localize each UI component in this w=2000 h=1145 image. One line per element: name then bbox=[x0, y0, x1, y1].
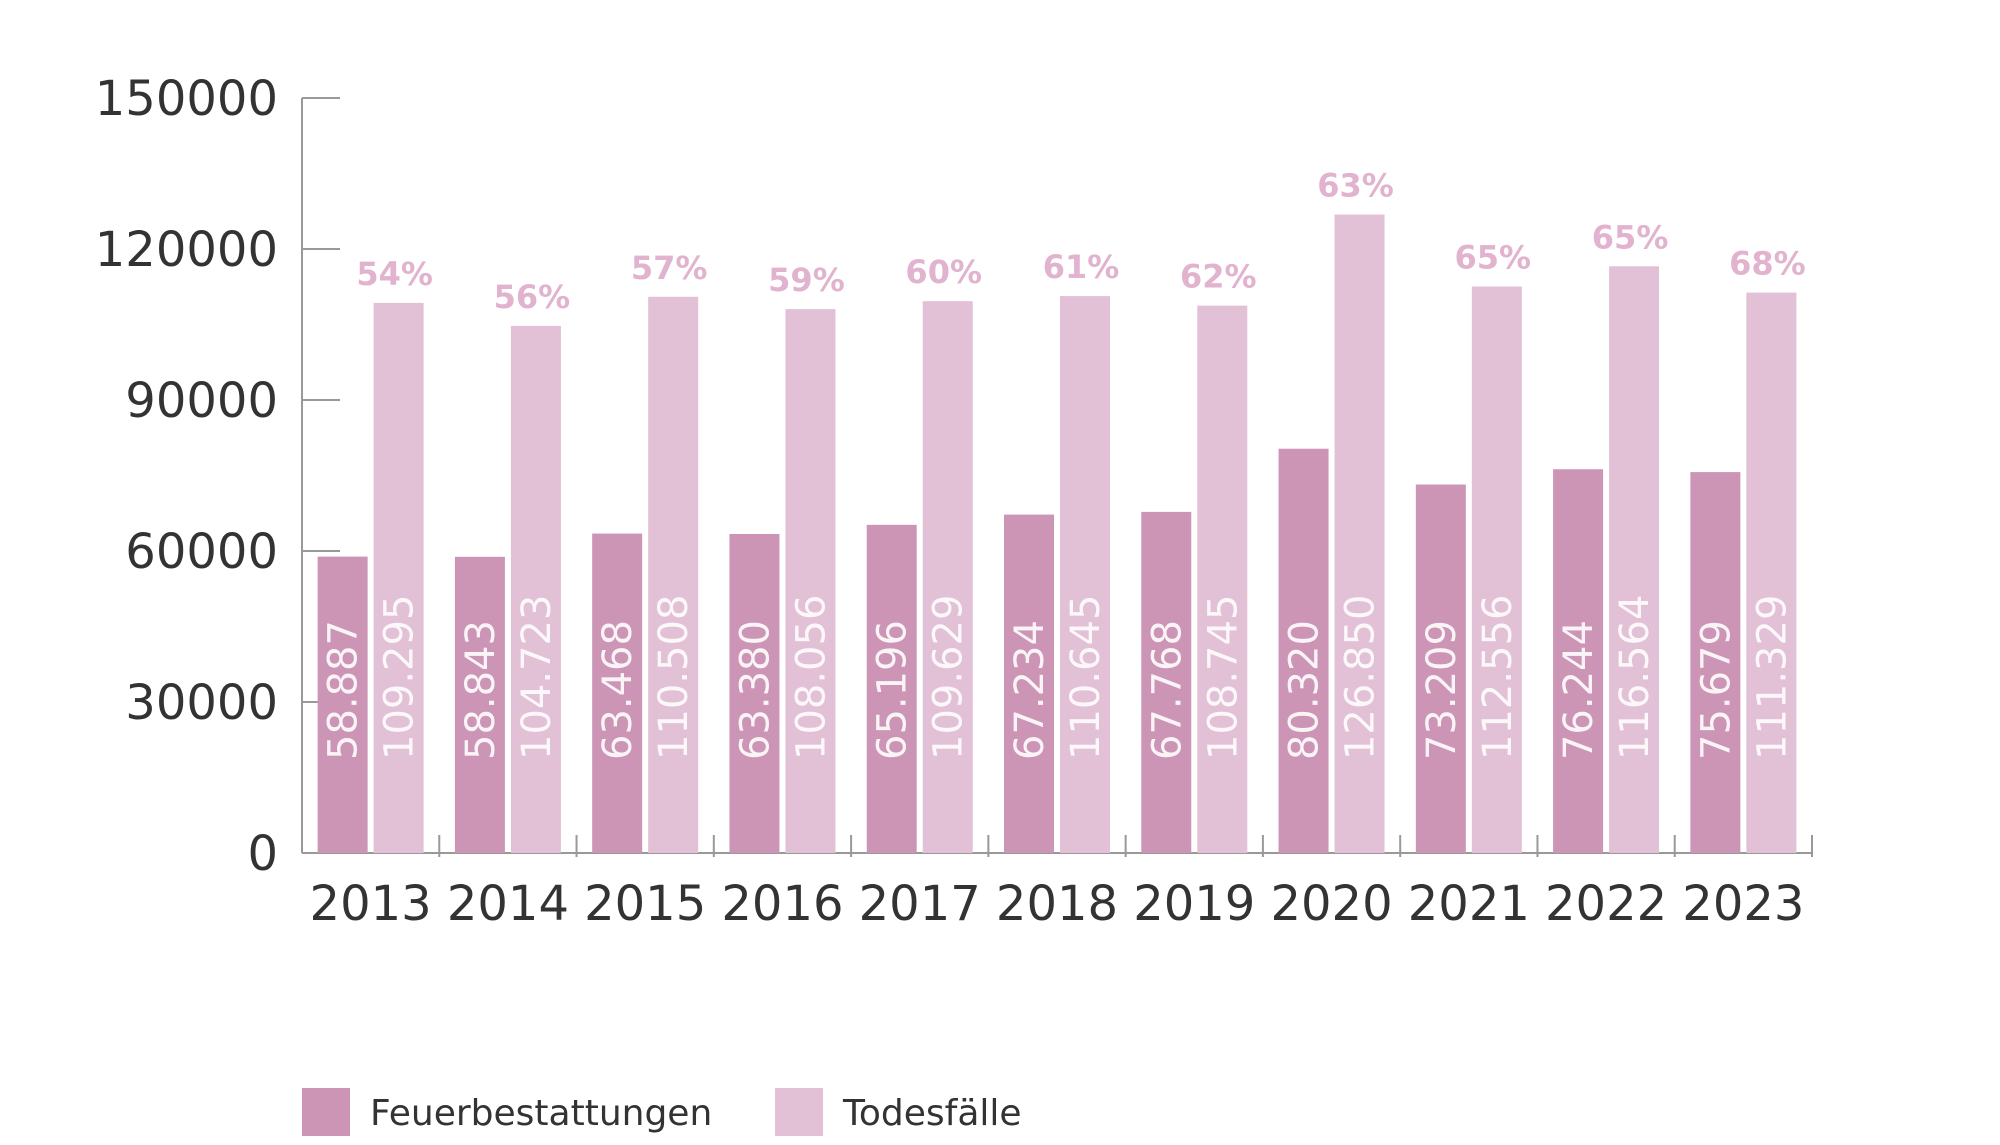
percent-label: 57% bbox=[631, 249, 708, 287]
percent-label: 63% bbox=[1317, 167, 1394, 205]
x-tick-label: 2013 bbox=[310, 876, 432, 932]
category-group-2014: 58.843 104.723 56% bbox=[454, 278, 571, 853]
bar-todesfaelle bbox=[1609, 266, 1660, 853]
percent-label: 61% bbox=[1043, 248, 1120, 286]
bar-value-label: 58.843 bbox=[458, 620, 504, 760]
category-group-2017: 65.196 109.629 60% bbox=[866, 253, 982, 854]
bar-value-label: 111.329 bbox=[1749, 595, 1795, 760]
bar-feuerbestattungen bbox=[866, 524, 917, 853]
bar-value-label: 63.468 bbox=[595, 620, 641, 760]
x-tick-label: 2021 bbox=[1408, 876, 1530, 932]
legend-item-feuerbestattungen: Feuerbestattungen bbox=[302, 1088, 712, 1136]
y-tick-label: 30000 bbox=[125, 675, 278, 731]
bar-todesfaelle bbox=[1471, 286, 1522, 853]
bar-value-label: 67.768 bbox=[1144, 620, 1190, 760]
bar-feuerbestattungen bbox=[1141, 511, 1192, 853]
bar-value-label: 110.508 bbox=[651, 595, 697, 760]
bar-feuerbestattungen bbox=[1690, 472, 1741, 853]
category-group-2020: 80.320 126.850 63% bbox=[1278, 167, 1394, 853]
bar-todesfaelle bbox=[1334, 214, 1385, 853]
category-group-2016: 63.380 108.056 59% bbox=[729, 261, 845, 853]
bar-feuerbestattungen bbox=[454, 556, 505, 853]
category-group-2019: 67.768 108.745 62% bbox=[1141, 258, 1257, 854]
bar-value-label: 104.723 bbox=[514, 595, 560, 760]
category-group-2015: 63.468 110.508 57% bbox=[592, 249, 708, 854]
bar-feuerbestattungen bbox=[1415, 484, 1466, 853]
bar-value-label: 75.679 bbox=[1693, 620, 1739, 760]
percent-label: 62% bbox=[1180, 258, 1257, 296]
percent-label: 54% bbox=[356, 255, 433, 293]
bar-todesfaelle bbox=[510, 325, 561, 853]
bar-feuerbestattungen bbox=[317, 556, 368, 853]
bar-value-label: 110.645 bbox=[1063, 595, 1109, 760]
y-tick-label: 60000 bbox=[125, 524, 278, 580]
x-tick-label: 2017 bbox=[859, 876, 981, 932]
legend-swatch bbox=[302, 1088, 350, 1136]
bar-value-label: 58.887 bbox=[321, 620, 367, 760]
percent-label: 59% bbox=[768, 261, 845, 299]
bar-value-label: 63.380 bbox=[732, 620, 778, 760]
bar-value-label: 76.244 bbox=[1556, 620, 1602, 760]
x-tick-label: 2022 bbox=[1545, 876, 1667, 932]
bar-value-label: 73.209 bbox=[1419, 620, 1465, 760]
x-axis: 2013 2014 2015 2016 2017 2018 2019 2020 2021 2022… bbox=[302, 835, 1813, 932]
category-group-2021: 73.209 112.556 65% bbox=[1415, 238, 1532, 853]
bar-value-label: 108.056 bbox=[788, 595, 834, 760]
bar-todesfaelle bbox=[1197, 305, 1248, 854]
x-tick-label: 2014 bbox=[447, 876, 569, 932]
legend-label: Todesfälle bbox=[842, 1093, 1022, 1134]
bar-todesfaelle bbox=[1060, 296, 1110, 854]
bar-feuerbestattungen bbox=[1553, 469, 1604, 853]
category-group-2023: 75.679 111.329 68% bbox=[1690, 245, 1806, 853]
bar-value-label: 80.320 bbox=[1282, 620, 1328, 760]
bar-todesfaelle bbox=[648, 296, 699, 854]
legend-item-todesfaelle: Todesfälle bbox=[775, 1088, 1022, 1136]
bar-value-label: 126.850 bbox=[1338, 595, 1384, 760]
percent-label: 65% bbox=[1455, 238, 1532, 276]
category-group-2013: 58.887 109.295 54% bbox=[317, 255, 433, 853]
bar-todesfaelle bbox=[373, 302, 424, 853]
y-tick-label: 150000 bbox=[95, 71, 278, 127]
percent-label: 60% bbox=[905, 253, 982, 291]
legend: Feuerbestattungen Todesfälle bbox=[302, 1088, 1022, 1136]
bar-value-label: 67.234 bbox=[1007, 620, 1053, 760]
y-tick-label: 0 bbox=[247, 826, 278, 882]
y-axis: 0 30000 60000 90000 120000 150000 bbox=[95, 71, 340, 882]
bar-todesfaelle bbox=[922, 301, 973, 854]
y-tick-label: 90000 bbox=[125, 373, 278, 429]
category-group-2022: 76.244 116.564 65% bbox=[1553, 218, 1668, 853]
x-tick-label: 2020 bbox=[1270, 876, 1392, 932]
percent-label: 56% bbox=[494, 278, 571, 316]
bar-value-label: 116.564 bbox=[1612, 595, 1658, 760]
bar-value-label: 65.196 bbox=[870, 620, 916, 760]
y-tick-label: 120000 bbox=[95, 222, 278, 278]
bar-feuerbestattungen bbox=[1004, 514, 1054, 853]
bar-value-label: 109.629 bbox=[926, 595, 972, 760]
bar-value-label: 108.745 bbox=[1200, 595, 1246, 760]
legend-label: Feuerbestattungen bbox=[370, 1093, 712, 1134]
bar-todesfaelle bbox=[785, 309, 836, 853]
percent-label: 65% bbox=[1592, 218, 1669, 256]
bar-value-label: 112.556 bbox=[1475, 595, 1521, 760]
x-tick-label: 2023 bbox=[1682, 876, 1804, 932]
category-group-2018: 67.234 110.645 61% bbox=[1004, 248, 1120, 854]
bar-value-label: 109.295 bbox=[377, 595, 423, 760]
x-tick-label: 2015 bbox=[584, 876, 706, 932]
legend-swatch bbox=[775, 1088, 823, 1136]
bar-feuerbestattungen bbox=[1278, 448, 1329, 853]
bar-todesfaelle bbox=[1746, 292, 1797, 853]
percent-label: 68% bbox=[1729, 245, 1806, 283]
x-tick-label: 2016 bbox=[721, 876, 843, 932]
bar-feuerbestattungen bbox=[592, 533, 643, 853]
bar-feuerbestattungen bbox=[729, 533, 780, 853]
x-tick-label: 2018 bbox=[996, 876, 1118, 932]
x-tick-label: 2019 bbox=[1133, 876, 1255, 932]
